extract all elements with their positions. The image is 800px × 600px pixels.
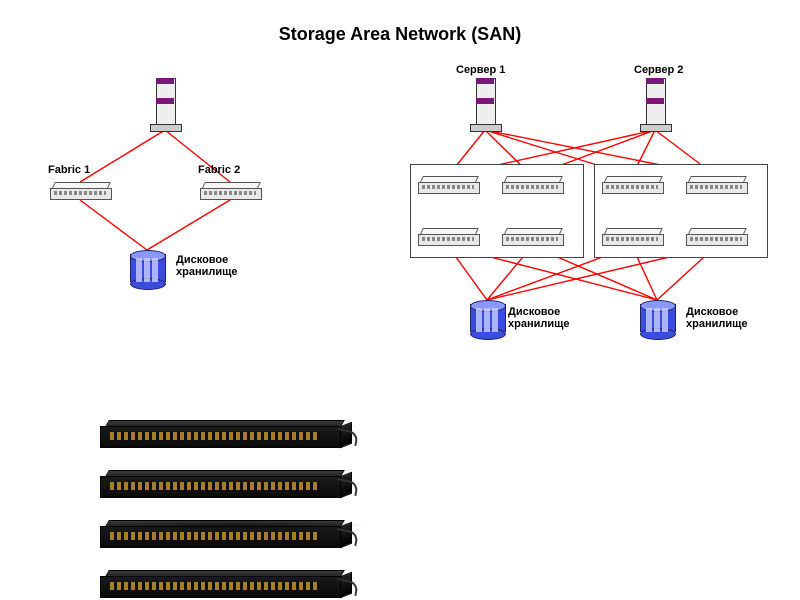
switch-a2 — [502, 176, 562, 194]
server-2 — [640, 78, 670, 130]
switch-b3 — [602, 228, 662, 246]
label-storage-left: Дисковое хранилище — [176, 254, 238, 278]
label-storage-r2: Дисковое хранилище — [686, 306, 748, 330]
switch-b4 — [686, 228, 746, 246]
switch-b2 — [686, 176, 746, 194]
switch-a1 — [418, 176, 478, 194]
switch-a3 — [418, 228, 478, 246]
storage-right-1 — [470, 300, 504, 336]
label-server-2: Сервер 2 — [634, 64, 683, 76]
storage-right-2 — [640, 300, 674, 336]
label-fabric-1: Fabric 1 — [48, 164, 90, 176]
switch-fabric-1 — [50, 182, 110, 200]
switch-a4 — [502, 228, 562, 246]
server-1 — [470, 78, 500, 130]
label-storage-r1: Дисковое хранилище — [508, 306, 570, 330]
san-switch-stack-photo — [100, 420, 360, 524]
label-server-1: Сервер 1 — [456, 64, 505, 76]
switch-fabric-2 — [200, 182, 260, 200]
label-fabric-2: Fabric 2 — [198, 164, 240, 176]
server-left — [150, 78, 180, 130]
switch-b1 — [602, 176, 662, 194]
storage-left — [130, 250, 164, 286]
